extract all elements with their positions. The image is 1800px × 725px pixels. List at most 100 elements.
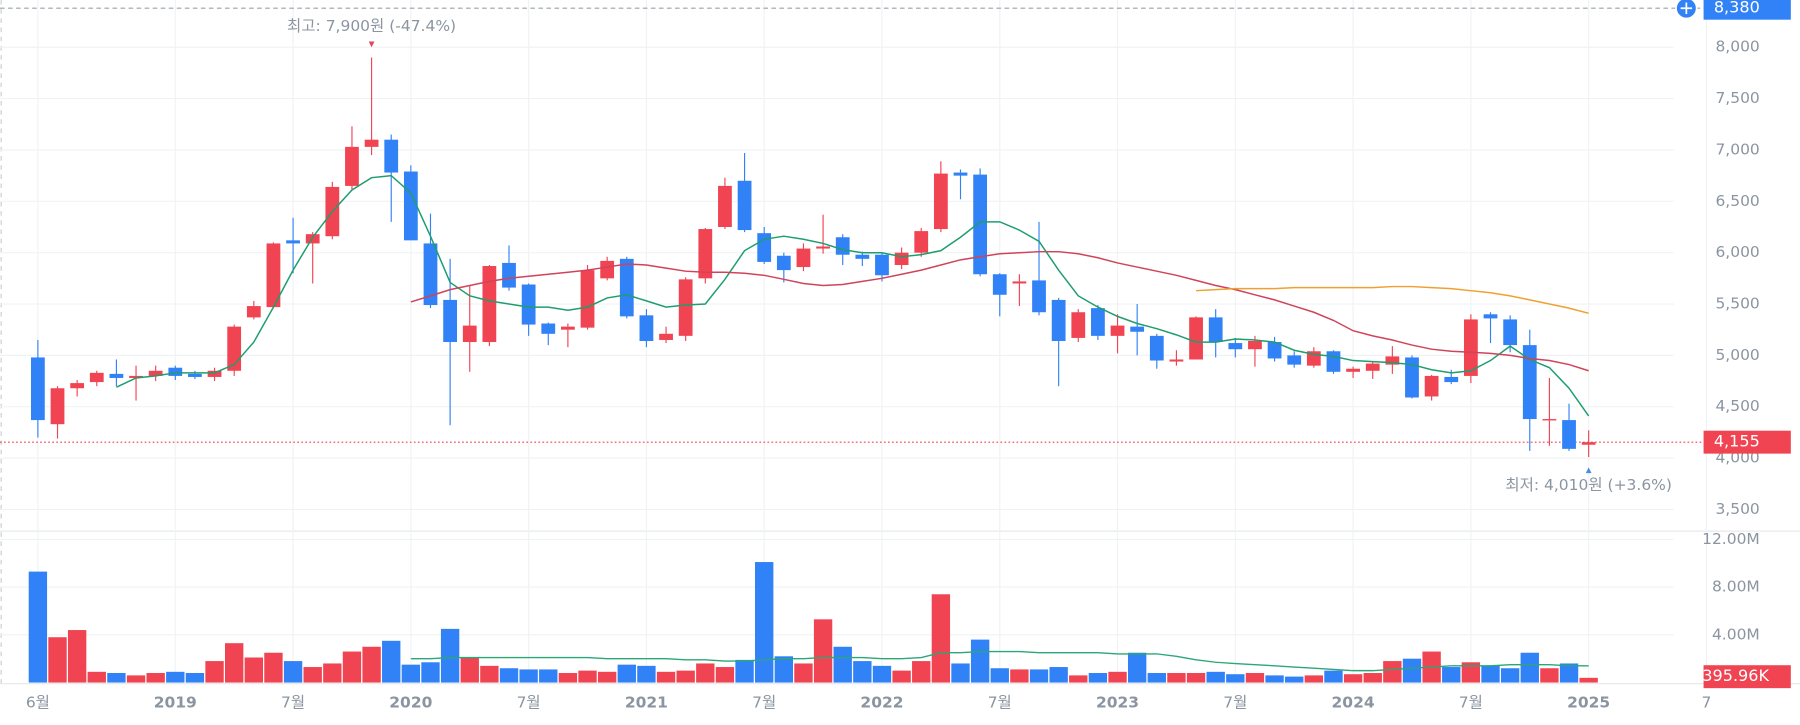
volume-bar	[303, 667, 322, 683]
volume-bar	[166, 671, 185, 683]
volume-bar	[676, 670, 695, 683]
candle-body	[521, 284, 536, 325]
volume-bar	[912, 661, 931, 683]
candle-body	[30, 357, 45, 421]
candle-body	[933, 173, 948, 230]
candle-body	[796, 248, 811, 268]
candle-body	[1149, 335, 1164, 361]
crosshair-badge	[1703, 0, 1791, 20]
volume-bar	[1461, 662, 1481, 683]
volume-tick-label: 4.00M	[1712, 625, 1760, 643]
candle-body	[1091, 308, 1105, 336]
x-tick-label: 7월	[517, 694, 541, 712]
volume-bar	[1010, 669, 1029, 683]
volume-bar	[107, 673, 126, 683]
x-tick-label: 2020	[389, 694, 432, 712]
volume-bar	[951, 663, 970, 683]
volume-bar	[480, 665, 499, 683]
volume-bar	[1147, 673, 1166, 683]
high-annotation: 최고: 7,900원 (-47.4%)	[287, 17, 456, 35]
candle-body	[1444, 376, 1459, 383]
volume-bar	[1442, 667, 1461, 683]
x-tick-label: 7월	[988, 694, 1012, 712]
candle-body	[1424, 375, 1439, 397]
x-tick-label: 6월	[26, 694, 50, 712]
volume-bar	[755, 562, 774, 683]
candle-body	[757, 233, 772, 262]
candle-body	[403, 171, 418, 241]
candle-body	[482, 266, 497, 343]
candle-body	[600, 260, 615, 279]
volume-bar	[1029, 669, 1049, 683]
candle-body	[1130, 326, 1145, 332]
volume-bar	[558, 673, 578, 683]
volume-bar	[1167, 673, 1186, 683]
x-tick-label: 7월	[752, 694, 776, 712]
volume-bar	[1049, 667, 1068, 683]
volume-bar	[617, 664, 636, 683]
candle-body	[914, 231, 929, 253]
volume-bar	[323, 663, 342, 683]
y-tick-label: 6,000	[1715, 243, 1759, 261]
candle-body	[1051, 299, 1066, 341]
candle-body	[1287, 355, 1302, 365]
volume-bar	[1500, 668, 1520, 683]
candle-body	[148, 370, 163, 376]
volume-bar	[1226, 674, 1245, 683]
high-arrow	[368, 41, 375, 48]
volume-bar	[1343, 674, 1363, 683]
candle-body	[246, 306, 261, 318]
candle-body	[1228, 343, 1243, 350]
x-tick-label: 7월	[281, 694, 305, 712]
candle-body	[737, 180, 752, 231]
y-tick-label: 5,000	[1715, 346, 1759, 364]
candle-body	[835, 237, 850, 255]
candle-body	[894, 252, 909, 265]
y-tick-label: 4,500	[1715, 397, 1759, 415]
candle-body	[698, 229, 713, 279]
candle-body	[502, 262, 516, 288]
candle-body	[384, 139, 399, 173]
volume-bar	[872, 665, 892, 683]
x-tick-label: 2019	[154, 694, 197, 712]
volume-bar	[1363, 673, 1382, 683]
volume-bar	[264, 652, 283, 683]
volume-bar	[342, 651, 362, 683]
volume-bar	[1285, 676, 1304, 683]
candle-body	[541, 323, 556, 334]
candle-body	[855, 254, 870, 259]
volume-bar	[1402, 658, 1422, 683]
x-tick-label: 7	[1702, 694, 1712, 712]
candle-body	[973, 174, 988, 275]
volume-bar	[1108, 671, 1127, 683]
volume-bar	[1383, 661, 1402, 683]
volume-bar	[970, 639, 990, 683]
volume-bar	[205, 661, 224, 683]
candle-body	[1405, 357, 1419, 398]
candle-body	[1110, 325, 1125, 336]
candle-body	[423, 243, 438, 306]
volume-bar	[225, 643, 244, 683]
candle-body	[188, 373, 202, 377]
volume-bar	[440, 628, 460, 683]
volume-bar	[1304, 675, 1324, 683]
crosshair-badge-label: 8,380	[1714, 0, 1760, 17]
candle-body	[1346, 368, 1360, 372]
candle-body	[1483, 314, 1498, 319]
volume-average-line	[410, 650, 1589, 672]
volume-bar	[735, 659, 754, 683]
candle-body	[207, 370, 222, 377]
low-arrow	[1585, 467, 1592, 474]
last-price-label: 4,155	[1714, 432, 1760, 451]
candle-body	[1248, 340, 1262, 350]
candle-body	[1267, 342, 1282, 359]
x-tick-label: 2021	[625, 694, 668, 712]
volume-bar	[1540, 668, 1559, 683]
candle-body	[1365, 363, 1380, 371]
candle-body	[305, 234, 320, 244]
last-price-badge	[1703, 430, 1791, 454]
volume-bar	[1069, 675, 1088, 683]
last-volume-label: 395.96K	[1702, 666, 1769, 685]
candle-body	[776, 255, 791, 271]
